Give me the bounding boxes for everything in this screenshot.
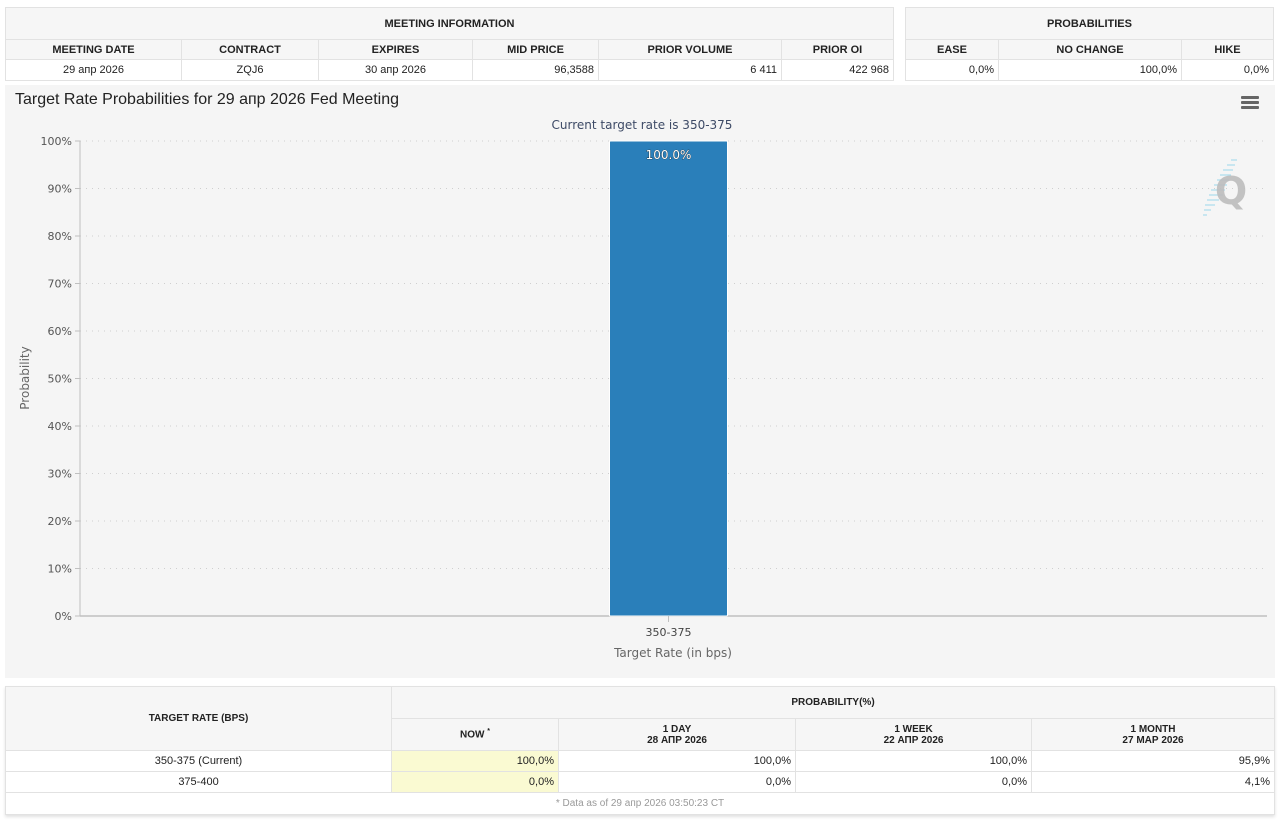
prob-1-week: 100,0% bbox=[795, 750, 1032, 772]
y-tick-label: 50% bbox=[48, 373, 72, 386]
col-1-month: 1 MONTH 27 МАР 2026 bbox=[1031, 718, 1275, 751]
svg-text:Q: Q bbox=[1215, 169, 1247, 213]
no-change-value: 100,0% bbox=[998, 59, 1182, 81]
col-contract: CONTRACT bbox=[181, 39, 319, 60]
y-tick-label: 30% bbox=[48, 468, 72, 481]
prob-1-week: 0,0% bbox=[795, 771, 1032, 793]
bar-data-label: 100.0% bbox=[646, 148, 692, 162]
y-tick-label: 60% bbox=[48, 325, 72, 338]
quikstrike-q-logo-icon: Q bbox=[1203, 159, 1247, 216]
col-ease: EASE bbox=[905, 39, 999, 60]
hamburger-menu-icon[interactable] bbox=[1241, 96, 1259, 110]
col-1-day: 1 DAY 28 АПР 2026 bbox=[558, 718, 796, 751]
prob-1-day: 100,0% bbox=[558, 750, 796, 772]
bars: 100.0% bbox=[609, 140, 728, 617]
prior-oi-value: 422 968 bbox=[781, 59, 894, 81]
probabilities-table: PROBABILITIES EASE NO CHANGE HIKE 0,0% 1… bbox=[905, 7, 1274, 81]
y-tick-label: 0% bbox=[55, 610, 72, 623]
y-axis-label: Probability bbox=[18, 346, 32, 409]
chart-title: Target Rate Probabilities for 29 апр 202… bbox=[15, 91, 399, 108]
meeting-information-header: MEETING INFORMATION bbox=[5, 7, 894, 40]
meeting-date-value: 29 апр 2026 bbox=[5, 59, 182, 81]
chart-panel: 0% 10% 20% 30% 40% 50% 60% 70% 80% 90% 100% 100.0%… bbox=[5, 85, 1275, 678]
table-row: 350-375 (Current) 100,0% 100,0% 100,0% 9… bbox=[5, 750, 1275, 772]
probability-group-header: PROBABILITY(%) bbox=[391, 686, 1275, 719]
probabilities-header: PROBABILITIES bbox=[905, 7, 1274, 40]
prob-1-month: 4,1% bbox=[1031, 771, 1275, 793]
y-tick-label: 40% bbox=[48, 420, 72, 433]
col-expires: EXPIRES bbox=[318, 39, 473, 60]
prob-now: 0,0% bbox=[391, 771, 559, 793]
col-hike: HIKE bbox=[1181, 39, 1274, 60]
col-target-rate: TARGET RATE (BPS) bbox=[5, 686, 392, 751]
y-tick-label: 90% bbox=[48, 183, 72, 196]
hike-value: 0,0% bbox=[1181, 59, 1274, 81]
col-mid-price: MID PRICE bbox=[472, 39, 599, 60]
chart-subtitle: Current target rate is 350-375 bbox=[552, 118, 733, 132]
x-tick-labels: 350-375 bbox=[646, 616, 692, 639]
prob-now: 100,0% bbox=[391, 750, 559, 772]
ease-value: 0,0% bbox=[905, 59, 999, 81]
prior-volume-value: 6 411 bbox=[598, 59, 782, 81]
prob-1-month: 95,9% bbox=[1031, 750, 1275, 772]
col-1-week: 1 WEEK 22 АПР 2026 bbox=[795, 718, 1032, 751]
y-tick-label: 80% bbox=[48, 230, 72, 243]
col-prior-volume: PRIOR VOLUME bbox=[598, 39, 782, 60]
x-axis-label: Target Rate (in bps) bbox=[613, 646, 732, 660]
y-tick-label: 70% bbox=[48, 278, 72, 291]
y-tick-label: 10% bbox=[48, 563, 72, 576]
x-tick-label: 350-375 bbox=[646, 626, 692, 639]
bar-350-375[interactable] bbox=[609, 140, 728, 617]
meeting-information-table: MEETING INFORMATION MEETING DATE CONTRAC… bbox=[5, 7, 894, 81]
prob-1-day: 0,0% bbox=[558, 771, 796, 793]
target-rate-probability-table: TARGET RATE (BPS) PROBABILITY(%) NOW * 1… bbox=[5, 686, 1275, 815]
rate-label: 375-400 bbox=[5, 771, 392, 793]
expires-value: 30 апр 2026 bbox=[318, 59, 473, 81]
y-tick-label: 20% bbox=[48, 515, 72, 528]
col-now: NOW * bbox=[391, 718, 559, 751]
y-tick-label: 100% bbox=[41, 135, 72, 148]
mid-price-value: 96,3588 bbox=[472, 59, 599, 81]
col-meeting-date: MEETING DATE bbox=[5, 39, 182, 60]
data-timestamp-footnote: * Data as of 29 апр 2026 03:50:23 CT bbox=[5, 792, 1275, 815]
rate-label: 350-375 (Current) bbox=[5, 750, 392, 772]
y-tick-labels: 0% 10% 20% 30% 40% 50% 60% 70% 80% 90% 100% bbox=[41, 135, 80, 623]
col-prior-oi: PRIOR OI bbox=[781, 39, 894, 60]
contract-value: ZQJ6 bbox=[181, 59, 319, 81]
col-no-change: NO CHANGE bbox=[998, 39, 1182, 60]
table-row: 375-400 0,0% 0,0% 0,0% 4,1% bbox=[5, 771, 1275, 793]
chart-svg: 0% 10% 20% 30% 40% 50% 60% 70% 80% 90% 100% 100.0%… bbox=[18, 118, 1267, 660]
